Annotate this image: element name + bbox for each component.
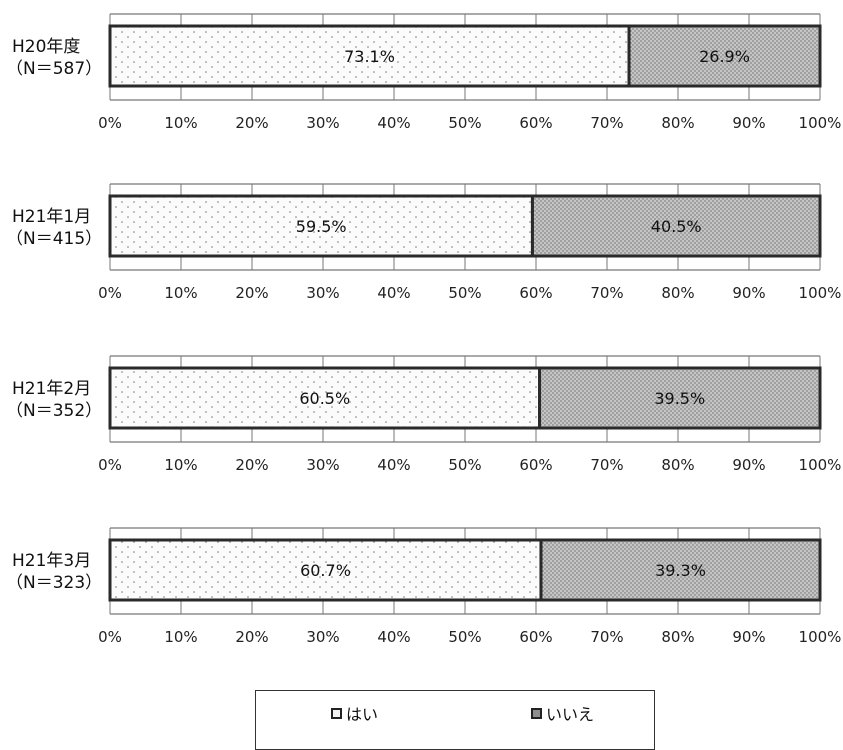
x-tick-label-0-9: 90% [732,114,765,132]
x-tick-label-3-3: 30% [306,628,339,646]
x-tick-label-1-5: 50% [448,284,481,302]
x-tick-label-1-4: 40% [377,284,410,302]
x-tick-label-1-1: 10% [164,284,197,302]
bar-segment-yes-3 [108,538,543,602]
x-tick-label-2-7: 70% [590,456,623,474]
data-label-yes-1: 59.5% [296,217,347,236]
x-tick-label-2-3: 30% [306,456,339,474]
x-tick-label-2-6: 60% [519,456,552,474]
legend-label-no: いいえ [546,705,595,724]
x-tick-label-0-8: 80% [661,114,694,132]
chart-legend: はい いいえ [255,690,655,750]
x-tick-label-0-1: 10% [164,114,197,132]
x-tick-label-2-8: 80% [661,456,694,474]
legend-swatch-no [531,707,542,719]
bar-segment-no-1 [530,194,822,258]
x-tick-label-3-7: 70% [590,628,623,646]
x-tick-label-1-0: 0% [98,284,122,302]
x-tick-label-2-10: 100% [799,456,842,474]
x-tick-label-0-10: 100% [799,114,842,132]
x-tick-label-1-2: 20% [235,284,268,302]
x-tick-label-0-3: 30% [306,114,339,132]
data-label-yes-2: 60.5% [299,389,350,408]
category-label-2: H21年2月（N＝352） [6,379,102,421]
x-tick-label-2-4: 40% [377,456,410,474]
x-tick-label-1-9: 90% [732,284,765,302]
x-tick-label-3-9: 90% [732,628,765,646]
x-tick-label-1-6: 60% [519,284,552,302]
x-tick-label-0-5: 50% [448,114,481,132]
category-label-1: H21年1月（N＝415） [6,207,102,249]
x-tick-label-3-5: 50% [448,628,481,646]
x-tick-label-1-3: 30% [306,284,339,302]
x-tick-label-2-5: 50% [448,456,481,474]
data-label-yes-0: 73.1% [344,47,395,66]
x-tick-label-3-6: 60% [519,628,552,646]
data-label-no-2: 39.5% [654,389,705,408]
legend-label-yes: はい [346,705,379,724]
x-tick-label-1-7: 70% [590,284,623,302]
x-tick-label-0-6: 60% [519,114,552,132]
x-tick-label-2-9: 90% [732,456,765,474]
bar-segment-yes-1 [108,194,534,258]
x-tick-label-3-4: 40% [377,628,410,646]
data-label-no-3: 39.3% [655,561,706,580]
x-tick-label-2-2: 20% [235,456,268,474]
x-tick-label-0-7: 70% [590,114,623,132]
x-tick-label-0-4: 40% [377,114,410,132]
x-tick-label-3-1: 10% [164,628,197,646]
x-tick-label-2-1: 10% [164,456,197,474]
stacked-bar-charts: 73.1% 26.9% H20年度（N＝587） 0% 10% 20% 30% 40% 50% 6… [6,13,842,646]
category-label-0: H20年度（N＝587） [6,37,102,79]
legend-item-no: いいえ [531,701,594,725]
x-tick-label-3-0: 0% [98,628,122,646]
x-tick-label-2-0: 0% [98,456,122,474]
bar-segment-no-0 [627,24,822,88]
data-label-yes-3: 60.7% [300,561,351,580]
legend-item-yes: はい [331,701,378,725]
x-tick-label-0-0: 0% [98,114,122,132]
data-label-no-1: 40.5% [651,217,702,236]
x-tick-label-1-10: 100% [799,284,842,302]
bar-segment-no-2 [538,366,822,430]
category-label-3: H21年3月（N＝323） [6,551,102,593]
chart-container: 73.1% 26.9% H20年度（N＝587） 0% 10% 20% 30% 40% 50% 6… [6,13,842,750]
bar-segment-no-3 [539,538,822,602]
x-tick-label-3-8: 80% [661,628,694,646]
x-tick-label-3-2: 20% [235,628,268,646]
x-tick-label-3-10: 100% [799,628,842,646]
x-tick-label-1-8: 80% [661,284,694,302]
legend-swatch-yes [331,707,342,719]
bar-segment-yes-2 [108,366,542,430]
x-tick-label-0-2: 20% [235,114,268,132]
data-label-no-0: 26.9% [699,47,750,66]
